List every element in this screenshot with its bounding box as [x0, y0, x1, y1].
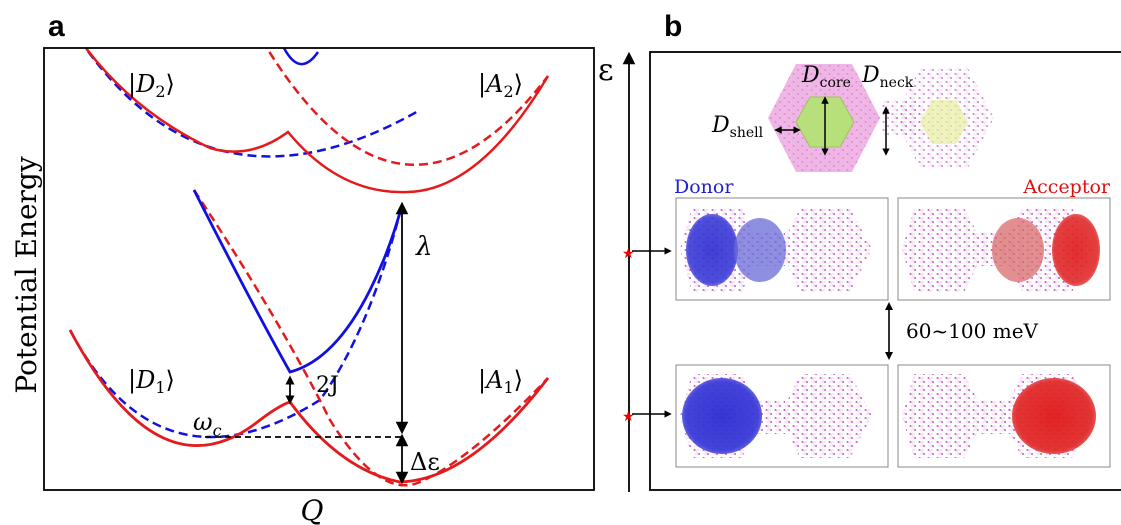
lower-level-marker: ★ [622, 409, 635, 425]
energy-axis-label: ε [598, 53, 614, 88]
gap-label: 60~100 meV [906, 319, 1039, 343]
acceptor-label: Acceptor [1022, 176, 1110, 198]
donor-label: Donor [674, 176, 734, 198]
upper-donor-diabatic [84, 48, 421, 158]
state-d1-label: |D1⟩ [128, 366, 175, 397]
upper-acceptor-diabatic [265, 48, 549, 166]
state-a2-label: |A2⟩ [478, 70, 523, 101]
upper-level-marker: ★ [622, 246, 635, 262]
lower-ground-adiabatic [68, 329, 550, 484]
panel-a-letter: a [48, 10, 65, 43]
state-d2-label: |D2⟩ [128, 70, 175, 101]
orbital-upper-acceptor [897, 197, 1111, 301]
panel-b: ε ★ ★ Dcore Dneck Dshell Donor Acceptor [598, 51, 1121, 492]
panel-a-plot: λ 2J Δε ωc |D2⟩ |A2⟩ |D1⟩ |A1⟩ [43, 47, 595, 491]
orbital-upper-donor [675, 197, 889, 301]
lower-upper-adiabatic [192, 189, 404, 374]
coupling-label: 2J [316, 373, 339, 398]
panel-b-letter: b [664, 10, 682, 43]
d-core-label: Dcore [801, 63, 851, 91]
d-shell-label: Dshell [711, 113, 764, 141]
panel-a-ylabel: Potential Energy [10, 156, 43, 394]
dimer-schematic: Dcore Dneck Dshell [711, 63, 994, 172]
lower-donor-diabatic [68, 204, 404, 439]
lower-acceptor-diabatic [192, 189, 549, 487]
orbital-lower-acceptor [897, 364, 1111, 468]
d-neck-label: Dneck [861, 63, 914, 91]
delta-eps-label: Δε [410, 448, 440, 476]
acceptor-core [920, 100, 968, 144]
orbital-lower-donor [675, 364, 889, 468]
lambda-label: λ [415, 232, 432, 262]
state-a1-label: |A1⟩ [478, 366, 523, 397]
upper-small-blue-top [282, 48, 320, 66]
panel-a-xlabel: Q [301, 494, 324, 525]
omega-c-label: ωc [193, 408, 222, 440]
upper-lower-adiabatic [84, 48, 550, 194]
panel-a-frame [43, 47, 595, 491]
panel-b-frame [649, 51, 1121, 491]
